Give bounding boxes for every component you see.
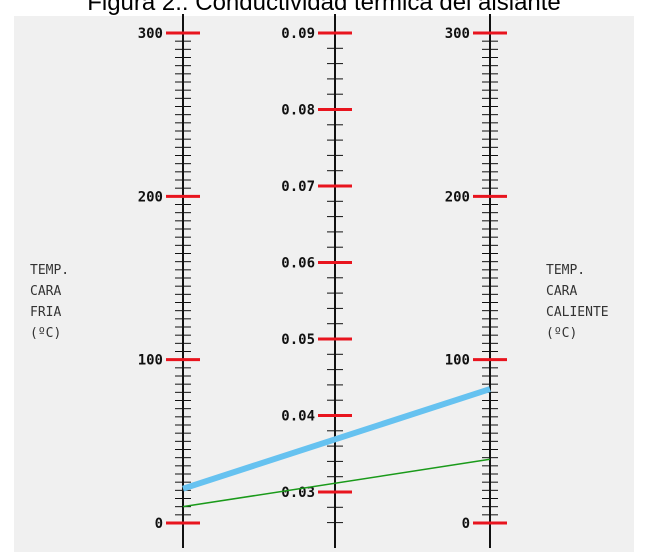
middle-axis-conductivity: 0.03 0.04 0.05 0.06 0.07 0.08 0.09 [281, 14, 352, 548]
right-tick-label: 100 [445, 353, 470, 369]
left-axis-label-line: TEMP. [30, 263, 69, 278]
figure-caption: Figura 2.: Conductividad térmica del ais… [87, 0, 561, 16]
left-tick-label: 200 [138, 189, 163, 205]
middle-tick-label: 0.04 [281, 409, 315, 425]
right-axis-hot-face-temp: 0 100 200 300 [445, 14, 507, 548]
readout-line-blue [182, 386, 491, 492]
middle-tick-label: 0.08 [281, 103, 315, 119]
nomogram-panel [14, 16, 634, 552]
left-tick-label: 300 [138, 26, 163, 42]
middle-tick-label: 0.09 [281, 26, 315, 42]
middle-tick-label: 0.03 [281, 485, 315, 501]
middle-tick-label: 0.05 [281, 332, 315, 348]
right-axis-label-line: (ºC) [546, 326, 577, 341]
readout-lines [182, 386, 491, 508]
middle-tick-label: 0.07 [281, 179, 315, 195]
right-tick-label: 0 [462, 516, 470, 532]
right-axis-label-line: CALIENTE [546, 305, 609, 320]
right-axis-label: TEMP. CARA CALIENTE (ºC) [546, 263, 609, 341]
left-axis-label-line: (ºC) [30, 326, 61, 341]
left-axis-label-line: CARA [30, 284, 61, 299]
left-tick-label: 100 [138, 353, 163, 369]
middle-tick-label: 0.06 [281, 256, 315, 272]
left-axis-label: TEMP. CARA FRIA (ºC) [30, 263, 69, 341]
left-axis-cold-face-temp: 0 100 200 300 [138, 14, 200, 548]
right-axis-label-line: CARA [546, 284, 577, 299]
readout-line-green [182, 458, 491, 508]
left-axis-label-line: FRIA [30, 305, 61, 320]
left-tick-label: 0 [155, 516, 163, 532]
right-tick-label: 200 [445, 189, 470, 205]
right-axis-label-line: TEMP. [546, 263, 585, 278]
right-tick-label: 300 [445, 26, 470, 42]
